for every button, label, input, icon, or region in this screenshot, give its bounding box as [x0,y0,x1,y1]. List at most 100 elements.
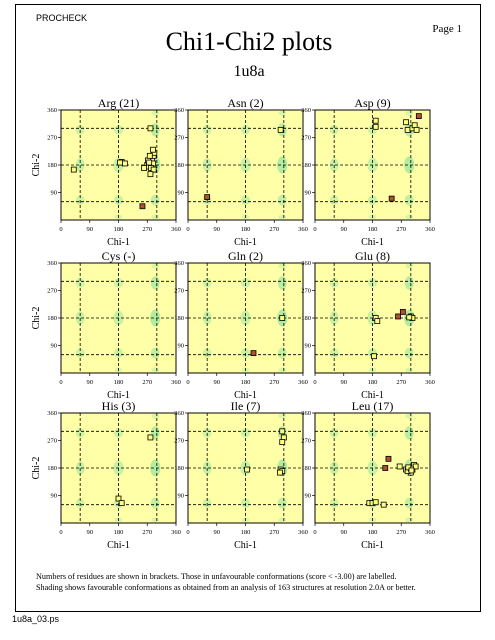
x-tick-label: 90 [87,379,94,386]
chi-plot-panel: 0 90 90 180 180 270 270 360 360 Cys (-) Chi-1 Chi-2 [31,249,181,401]
favourable-region [278,263,287,269]
data-point [403,119,409,126]
data-point [372,123,379,130]
panel-title: Asp (9) [354,96,390,110]
y-tick-label: 90 [305,190,312,197]
favourable-region [151,413,160,419]
x-tick-label: 90 [214,226,221,233]
y-tick-label: 180 [47,162,57,169]
favourable-region [202,427,212,438]
data-point [146,152,153,159]
data-point-unfavourable [139,203,146,210]
x-tick-label: 90 [87,529,94,536]
data-point [147,125,154,132]
chi-plot-panel: 0 90 90 180 180 270 270 360 360 Leu (17) Chi-1 [301,399,435,551]
x-tick-label: 360 [171,226,181,233]
x-axis-label: Chi-1 [107,237,130,248]
chi-plot-panel: 0 90 90 180 180 270 270 360 360 Asn (2) Chi-1 [174,96,308,248]
favourable-region [241,124,250,135]
favourable-region [278,214,287,220]
data-point [244,466,250,473]
favourable-region [150,459,161,477]
x-tick-label: 0 [186,226,189,233]
x-tick-label: 270 [269,529,279,536]
panel-title: Arg (21) [98,96,139,110]
favourable-region [114,277,123,288]
data-point-unfavourable [399,308,406,315]
y-tick-label: 360 [301,410,311,417]
program-name: PROCHECK [36,13,88,23]
y-tick-label: 360 [301,107,311,114]
chi-plot-panel: 0 90 90 180 180 270 270 360 360 Asp (9) Chi-1 [301,96,435,248]
favourable-region [278,367,287,373]
x-tick-label: 270 [396,379,406,386]
panel-title: Leu (17) [352,399,394,413]
x-tick-label: 180 [368,226,378,233]
chi-plot-panel: 0 90 90 180 180 270 270 360 360 His (3) Chi-1 Chi-2 [31,399,181,551]
favourable-region [150,497,160,509]
data-point [374,318,381,324]
chi-plot-panel: 0 90 90 180 180 270 270 360 360 Ile (7) Chi-1 [174,399,308,551]
data-point [117,159,123,166]
y-tick-label: 180 [301,162,311,169]
y-axis-label: Chi-2 [31,307,42,330]
file-name: 1u8a_03.ps [12,614,60,624]
favourable-region [277,497,287,509]
x-tick-label: 360 [425,529,435,536]
favourable-region [75,124,85,135]
x-tick-label: 270 [142,379,152,386]
favourable-region [404,194,414,206]
y-tick-label: 180 [47,315,57,322]
y-tick-label: 360 [47,107,57,114]
x-axis-label: Chi-1 [361,540,384,551]
x-tick-label: 90 [341,529,348,536]
favourable-region [241,277,250,288]
favourable-region [150,194,160,206]
favourable-region [404,156,415,174]
panel-title: Glu (8) [355,249,390,263]
y-tick-label: 90 [178,493,185,500]
data-point [404,126,411,133]
page-title: Chi1-Chi2 plots [165,27,333,56]
data-point [279,315,286,321]
x-tick-label: 0 [59,379,62,386]
chi-plot-panel: 0 90 90 180 180 270 270 360 360 Glu (8) Chi-1 [301,249,435,401]
favourable-region [277,194,287,206]
x-axis-label: Chi-1 [107,390,130,401]
x-tick-label: 270 [269,379,279,386]
data-point-unfavourable [204,194,211,200]
data-point [146,159,153,166]
favourable-region [405,214,414,220]
data-point [141,165,147,171]
y-tick-label: 90 [305,343,312,350]
y-tick-label: 270 [301,135,311,142]
favourable-region [368,427,377,438]
y-tick-label: 180 [301,465,311,472]
panel-title: Cys (-) [102,249,136,263]
page-number: Page 1 [432,23,462,35]
data-point [372,117,379,124]
panel-title: His (3) [102,399,136,413]
x-tick-label: 360 [171,379,181,386]
y-tick-label: 180 [174,315,184,322]
x-tick-label: 90 [341,379,348,386]
data-point [413,126,420,133]
favourable-region [368,277,377,288]
x-axis-label: Chi-1 [361,237,384,248]
favourable-region [114,124,123,135]
data-point [371,353,377,360]
y-tick-label: 270 [174,135,184,142]
favourable-region [405,367,414,373]
panel-title: Gln (2) [228,249,263,263]
x-tick-label: 360 [298,226,308,233]
data-point-unfavourable [385,455,392,462]
favourable-region [277,156,288,174]
x-tick-label: 0 [313,379,316,386]
favourable-region [150,309,161,327]
x-tick-label: 360 [425,379,435,386]
data-point [147,434,154,441]
x-tick-label: 180 [241,379,251,386]
y-tick-label: 270 [174,288,184,295]
x-tick-label: 90 [214,529,221,536]
y-axis-label: Chi-2 [31,154,42,177]
